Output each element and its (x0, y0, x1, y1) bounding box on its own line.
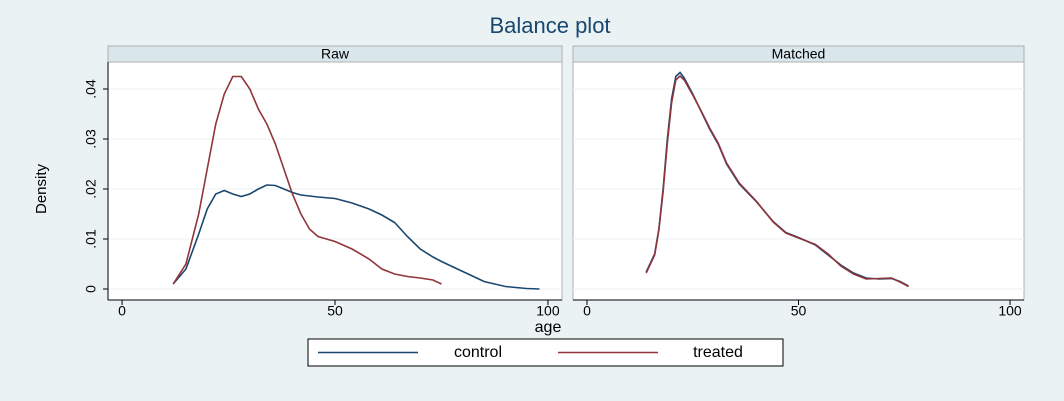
y-axis-label: Density (33, 163, 50, 214)
plot-area (107, 61, 563, 301)
x-tick-label: 100 (998, 303, 1022, 319)
chart-title: Balance plot (489, 13, 610, 38)
y-tick-label: 0 (83, 285, 99, 293)
legend-label: control (454, 344, 502, 361)
panel-title: Matched (772, 46, 826, 62)
series-line (172, 184, 540, 290)
legend-label: treated (693, 344, 743, 361)
panel-title: Raw (321, 46, 350, 62)
y-tick-label: .01 (83, 229, 99, 249)
series-line (172, 75, 442, 285)
y-tick-label: .04 (83, 79, 99, 99)
series-line (645, 74, 909, 288)
x-tick-label: 100 (536, 303, 560, 319)
y-tick-label: .02 (83, 179, 99, 199)
plot-area (572, 61, 1025, 301)
x-tick-label: 50 (327, 303, 343, 319)
x-tick-label: 50 (791, 303, 807, 319)
y-tick-label: .03 (83, 129, 99, 149)
x-tick-label: 0 (583, 303, 591, 319)
x-tick-label: 0 (118, 303, 126, 319)
x-axis-label: age (535, 319, 562, 336)
